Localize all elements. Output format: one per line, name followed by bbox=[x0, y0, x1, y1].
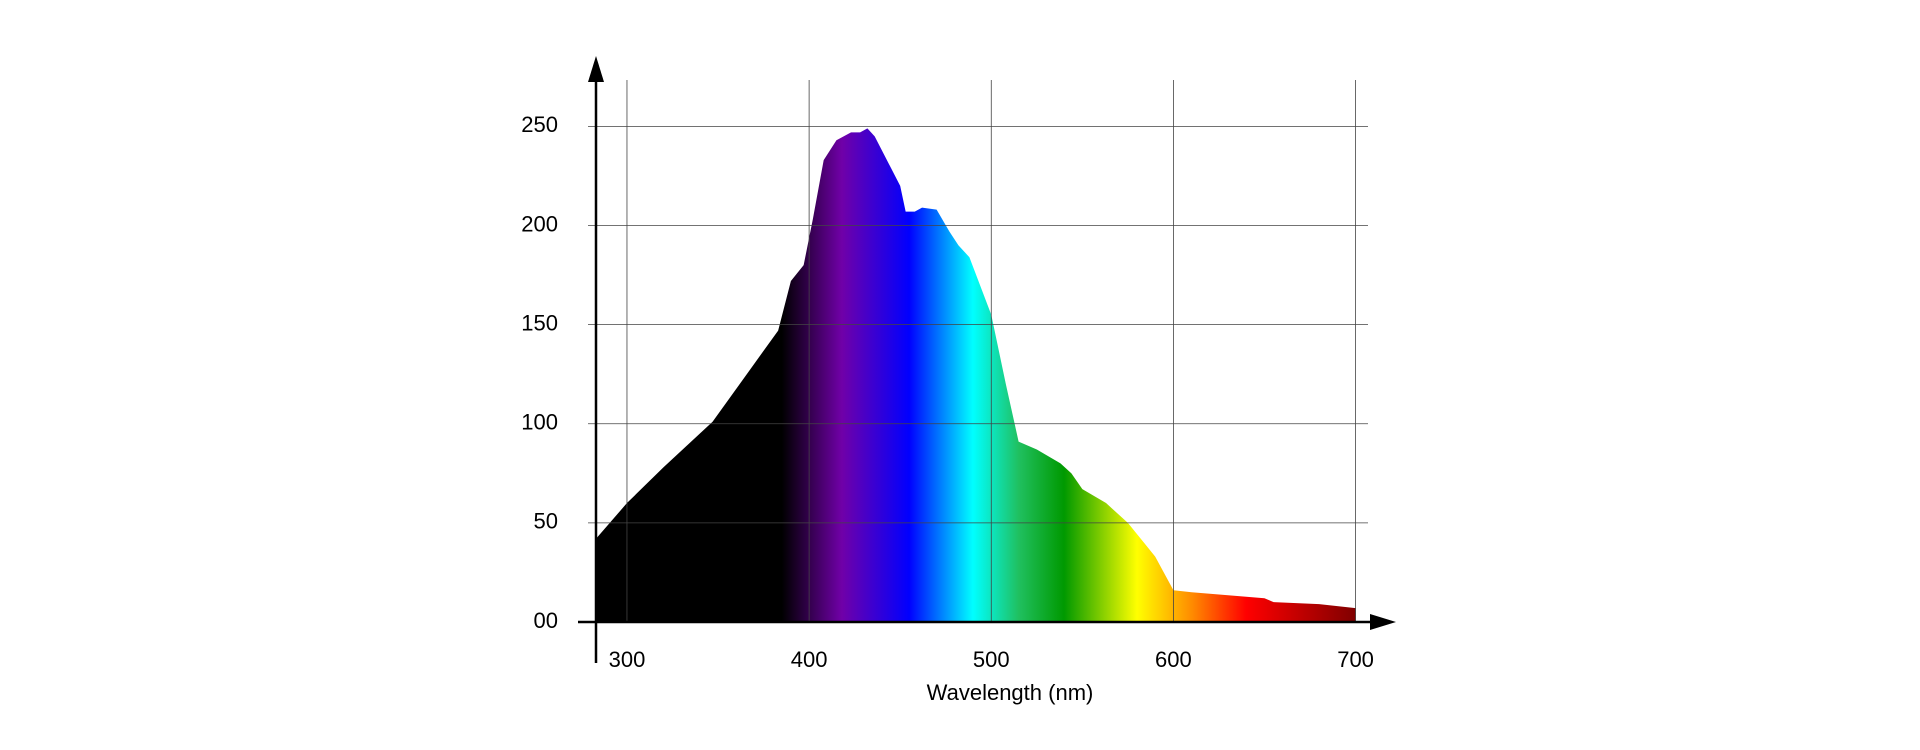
y-tick-label: 50 bbox=[534, 509, 558, 534]
y-tick-label: 200 bbox=[521, 211, 558, 236]
y-tick-label: 100 bbox=[521, 410, 558, 435]
y-axis-arrow bbox=[588, 56, 604, 82]
x-axis-arrow bbox=[1370, 614, 1396, 630]
y-tick-label: 150 bbox=[521, 310, 558, 335]
x-tick-label: 500 bbox=[973, 647, 1010, 672]
x-tick-label: 300 bbox=[609, 647, 646, 672]
x-axis-label: Wavelength (nm) bbox=[927, 680, 1094, 705]
x-tick-label: 400 bbox=[791, 647, 828, 672]
x-tick-label: 600 bbox=[1155, 647, 1192, 672]
x-tick-label: 700 bbox=[1337, 647, 1374, 672]
y-tick-label: 250 bbox=[521, 112, 558, 137]
area bbox=[596, 128, 1356, 623]
y-tick-label: 00 bbox=[534, 608, 558, 633]
